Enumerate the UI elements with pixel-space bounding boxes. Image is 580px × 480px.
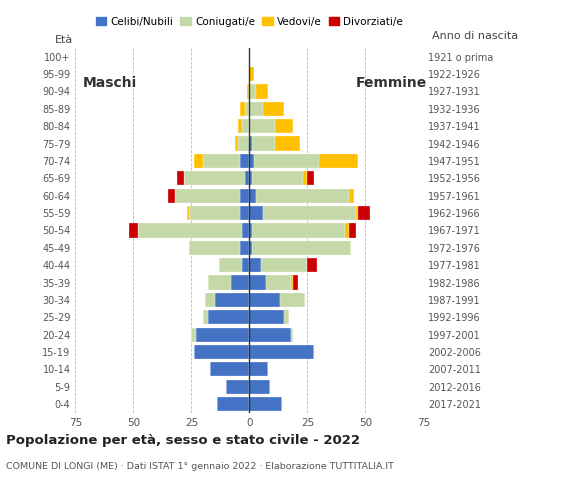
Bar: [249, 154, 254, 168]
Bar: [203, 310, 208, 324]
Bar: [226, 380, 249, 394]
Bar: [249, 84, 256, 98]
Text: COMUNE DI LONGI (ME) · Dati ISTAT 1° gennaio 2022 · Elaborazione TUTTITALIA.IT: COMUNE DI LONGI (ME) · Dati ISTAT 1° gen…: [6, 462, 394, 471]
Bar: [252, 136, 275, 151]
Bar: [284, 310, 289, 324]
Bar: [191, 327, 196, 342]
Bar: [240, 154, 249, 168]
Bar: [240, 206, 249, 220]
Bar: [240, 102, 245, 116]
Text: Popolazione per età, sesso e stato civile - 2022: Popolazione per età, sesso e stato civil…: [6, 434, 360, 447]
Bar: [245, 102, 249, 116]
Bar: [242, 223, 249, 238]
Bar: [291, 327, 293, 342]
Bar: [208, 310, 249, 324]
Bar: [196, 327, 249, 342]
Bar: [177, 171, 184, 185]
Bar: [263, 206, 356, 220]
Bar: [242, 258, 249, 272]
Bar: [249, 206, 263, 220]
Bar: [275, 136, 300, 151]
Bar: [184, 171, 245, 185]
Bar: [256, 189, 349, 203]
Bar: [189, 206, 240, 220]
Text: Maschi: Maschi: [82, 76, 137, 90]
Bar: [175, 189, 240, 203]
Bar: [194, 345, 249, 359]
Bar: [249, 171, 252, 185]
Bar: [249, 102, 263, 116]
Bar: [245, 171, 249, 185]
Bar: [249, 258, 261, 272]
Bar: [240, 189, 249, 203]
Bar: [203, 154, 240, 168]
Bar: [238, 119, 242, 133]
Bar: [249, 240, 252, 255]
Bar: [249, 136, 252, 151]
Bar: [307, 171, 314, 185]
Bar: [275, 119, 293, 133]
Bar: [187, 206, 189, 220]
Bar: [280, 293, 305, 307]
Bar: [266, 276, 291, 289]
Bar: [249, 189, 256, 203]
Bar: [263, 102, 284, 116]
Bar: [345, 223, 349, 238]
Bar: [293, 276, 298, 289]
Bar: [194, 154, 203, 168]
Bar: [235, 136, 238, 151]
Bar: [249, 397, 282, 411]
Bar: [249, 310, 284, 324]
Bar: [249, 67, 254, 81]
Bar: [138, 223, 242, 238]
Bar: [249, 380, 270, 394]
Bar: [261, 258, 307, 272]
Bar: [189, 240, 240, 255]
Bar: [252, 223, 345, 238]
Bar: [168, 189, 175, 203]
Bar: [217, 397, 249, 411]
Bar: [249, 362, 268, 376]
Bar: [249, 119, 275, 133]
Bar: [215, 293, 249, 307]
Bar: [238, 136, 249, 151]
Text: Età: Età: [55, 35, 73, 45]
Text: Femmine: Femmine: [356, 76, 427, 90]
Bar: [256, 84, 268, 98]
Bar: [319, 154, 358, 168]
Bar: [208, 276, 231, 289]
Bar: [205, 293, 215, 307]
Text: Anno di nascita: Anno di nascita: [432, 31, 518, 41]
Bar: [247, 84, 249, 98]
Bar: [249, 293, 280, 307]
Bar: [252, 171, 303, 185]
Bar: [240, 240, 249, 255]
Bar: [303, 171, 307, 185]
Bar: [249, 327, 291, 342]
Bar: [249, 276, 266, 289]
Bar: [358, 206, 370, 220]
Bar: [291, 276, 293, 289]
Legend: Celibi/Nubili, Coniugati/e, Vedovi/e, Divorziati/e: Celibi/Nubili, Coniugati/e, Vedovi/e, Di…: [92, 12, 407, 31]
Bar: [349, 189, 354, 203]
Bar: [254, 154, 319, 168]
Bar: [349, 223, 356, 238]
Bar: [252, 240, 351, 255]
Bar: [210, 362, 249, 376]
Bar: [307, 258, 317, 272]
Bar: [249, 223, 252, 238]
Bar: [356, 206, 358, 220]
Bar: [129, 223, 138, 238]
Bar: [219, 258, 242, 272]
Bar: [242, 119, 249, 133]
Bar: [231, 276, 249, 289]
Bar: [249, 345, 314, 359]
